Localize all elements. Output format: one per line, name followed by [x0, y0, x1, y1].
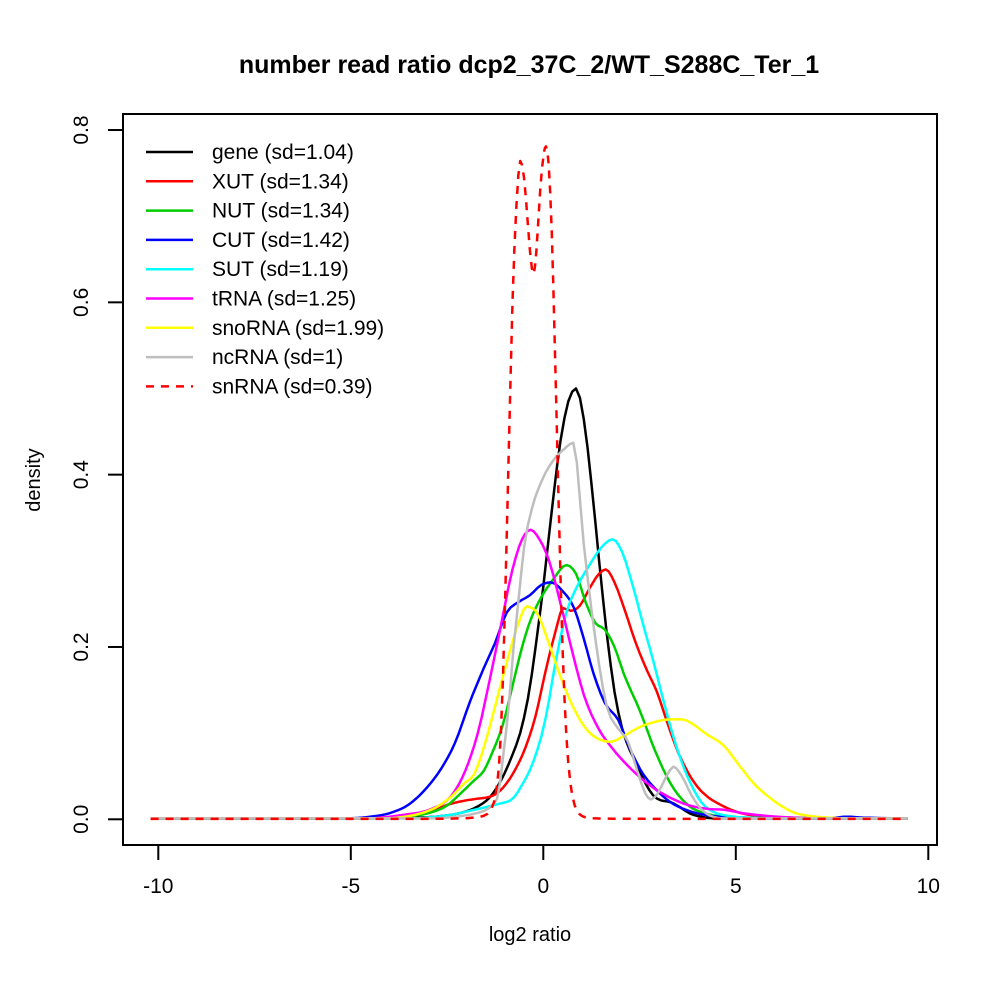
legend-label: ncRNA (sd=1) [212, 346, 343, 369]
legend: gene (sd=1.04) XUT (sd=1.34) NUT (sd=1.34)… [146, 141, 384, 398]
x-tick-label: 10 [917, 875, 940, 898]
y-tick-label: 0.2 [70, 632, 93, 661]
legend-item: NUT (sd=1.34) [146, 200, 350, 223]
plot-title: number read ratio dcp2_37C_2/WT_S288C_Te… [239, 51, 819, 79]
y-axis-ticks: 0.0 0.2 0.4 0.6 0.8 [70, 115, 123, 834]
legend-label: SUT (sd=1.19) [212, 258, 349, 281]
y-tick-label: 0.6 [70, 288, 93, 317]
legend-item: tRNA (sd=1.25) [146, 288, 356, 311]
x-axis-ticks: -10 -5 0 5 10 [143, 845, 940, 898]
curve-ncRNA [150, 441, 908, 820]
legend-item: ncRNA (sd=1) [146, 346, 343, 369]
legend-item: snRNA (sd=0.39) [146, 375, 373, 398]
curve-snRNA [150, 145, 908, 821]
x-tick-label: -10 [143, 875, 173, 898]
legend-label: tRNA (sd=1.25) [212, 288, 356, 311]
x-tick-label: 0 [537, 875, 549, 898]
curve-tRNA [150, 528, 908, 820]
legend-item: CUT (sd=1.42) [146, 229, 350, 252]
legend-item: gene (sd=1.04) [146, 141, 354, 164]
legend-label: snoRNA (sd=1.99) [212, 317, 384, 340]
legend-item: snoRNA (sd=1.99) [146, 317, 384, 340]
legend-label: NUT (sd=1.34) [212, 200, 350, 223]
x-axis-label: log2 ratio [489, 924, 571, 946]
curve-CUT [150, 581, 908, 820]
y-tick-label: 0.8 [70, 115, 93, 144]
y-tick-label: 0.4 [70, 460, 93, 490]
legend-label: snRNA (sd=0.39) [212, 375, 373, 398]
y-axis-label: density [23, 448, 45, 511]
legend-item: XUT (sd=1.34) [146, 170, 349, 193]
legend-label: gene (sd=1.04) [212, 141, 354, 164]
x-tick-label: -5 [341, 875, 360, 898]
curve-SUT [150, 538, 908, 820]
curve-gene [150, 387, 908, 820]
legend-label: XUT (sd=1.34) [212, 170, 349, 193]
y-tick-label: 0.0 [70, 805, 93, 834]
x-tick-label: 5 [730, 875, 742, 898]
plot-border [122, 113, 938, 846]
legend-label: CUT (sd=1.42) [212, 229, 350, 252]
density-curves [150, 145, 908, 821]
curve-snoRNA [150, 605, 908, 820]
legend-item: SUT (sd=1.19) [146, 258, 349, 281]
